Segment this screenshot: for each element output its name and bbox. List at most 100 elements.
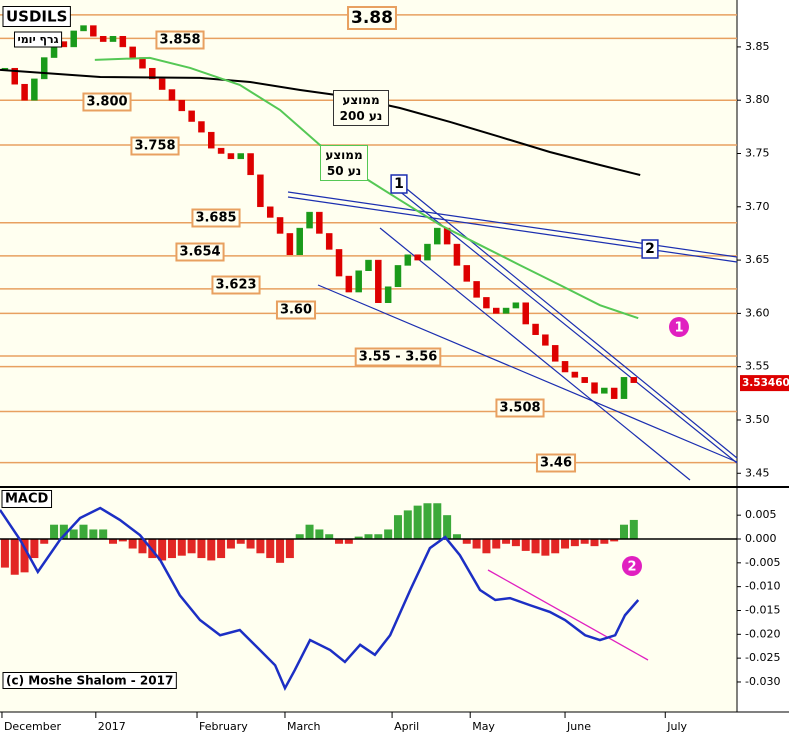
ma200-label: ממוצע נע 200 <box>333 90 389 126</box>
histogram-bar <box>79 524 88 539</box>
histogram-bar <box>266 538 275 559</box>
y-tick-label: 0.005 <box>745 508 777 521</box>
histogram-bar <box>295 534 304 539</box>
histogram-bar <box>531 538 540 554</box>
candle <box>384 286 392 303</box>
level-label-box <box>354 347 442 367</box>
candle <box>296 227 303 256</box>
candle <box>80 25 87 32</box>
y-tick-label: -0.030 <box>745 675 780 688</box>
candle <box>266 206 274 218</box>
candle <box>345 275 353 293</box>
histogram-bar <box>256 538 265 554</box>
trend-line <box>379 227 691 481</box>
histogram-bar <box>443 515 452 539</box>
level-label-box <box>191 208 241 228</box>
histogram-bar <box>384 529 393 539</box>
candle <box>208 131 215 149</box>
footer-credit-box <box>2 672 177 689</box>
histogram-bar <box>570 538 579 547</box>
level-label: 3.654 <box>179 245 220 260</box>
level-label: 3.800 <box>86 95 127 110</box>
candle <box>325 233 333 250</box>
level-label-box <box>495 398 545 418</box>
y-tick-label: 3.50 <box>745 413 770 426</box>
histogram-bar <box>167 538 176 559</box>
histogram-bar <box>236 538 245 544</box>
y-tick-label: -0.015 <box>745 603 780 616</box>
histogram-bar <box>99 529 108 539</box>
level-label-box <box>82 92 132 112</box>
level-label-box <box>175 242 225 262</box>
panel-title: MACD <box>5 492 49 507</box>
histogram-bar <box>177 538 186 556</box>
candle <box>424 243 431 261</box>
histogram-bar <box>600 538 609 544</box>
candle <box>522 302 529 325</box>
histogram-bar <box>187 538 196 554</box>
candle <box>453 243 461 266</box>
level-label-box <box>347 6 397 30</box>
candle <box>581 377 588 383</box>
histogram-bar <box>30 538 39 559</box>
trend-label: 2 <box>645 241 655 257</box>
histogram-bar <box>89 529 98 539</box>
x-tick-label: July <box>666 720 687 733</box>
histogram-bar <box>403 510 412 539</box>
histogram-bar <box>354 536 363 539</box>
histogram-bar <box>276 538 285 563</box>
y-tick-label: -0.020 <box>745 627 780 640</box>
histogram-bar <box>197 538 206 559</box>
candle <box>502 307 510 314</box>
candle <box>394 265 402 287</box>
candle <box>237 153 245 160</box>
marker-circle <box>622 556 642 576</box>
trend-label-box <box>641 239 659 259</box>
level-label: 3.685 <box>195 211 236 226</box>
histogram-bar <box>315 529 324 539</box>
candle <box>40 57 48 80</box>
level-label-box <box>535 453 577 473</box>
candle <box>11 67 18 85</box>
histogram-bar <box>551 538 560 554</box>
level-label: 3.55 - 3.56 <box>359 350 438 365</box>
candle <box>31 78 38 101</box>
candle <box>414 254 421 261</box>
y-tick-label: -0.025 <box>745 651 780 664</box>
level-label-box <box>130 136 180 156</box>
candle <box>561 361 569 373</box>
candle <box>217 147 225 154</box>
trend-lines <box>287 184 738 481</box>
histogram-bar <box>285 538 294 559</box>
candle <box>512 302 520 309</box>
x-tick-label: February <box>199 720 248 733</box>
y-tick-label: 3.70 <box>745 200 770 213</box>
level-label-box <box>275 300 317 320</box>
candle <box>178 99 186 112</box>
histogram-bar <box>462 538 471 544</box>
level-label: 3.623 <box>215 278 256 293</box>
candle <box>188 110 195 122</box>
histogram-bar <box>393 515 402 539</box>
histogram-bar <box>246 538 255 549</box>
candle <box>551 345 559 362</box>
macd-line <box>0 506 640 692</box>
candle <box>129 46 136 58</box>
footer-credit: (c) Moshe Shalom - 2017 <box>6 674 173 688</box>
y-tick-label: -0.010 <box>745 580 780 593</box>
candle <box>149 67 156 80</box>
histogram-bar <box>138 538 147 554</box>
histogram-bar <box>0 538 9 568</box>
candle <box>227 153 235 160</box>
candle <box>532 323 539 335</box>
histogram-bar <box>433 503 442 539</box>
candle <box>90 25 97 37</box>
candle <box>630 377 638 383</box>
histogram-bar <box>502 538 511 544</box>
histogram-bar <box>109 538 118 544</box>
macd-trend-line <box>487 569 649 661</box>
candle <box>158 78 166 90</box>
histogram-bar <box>20 538 29 573</box>
histogram-bar <box>561 538 570 549</box>
